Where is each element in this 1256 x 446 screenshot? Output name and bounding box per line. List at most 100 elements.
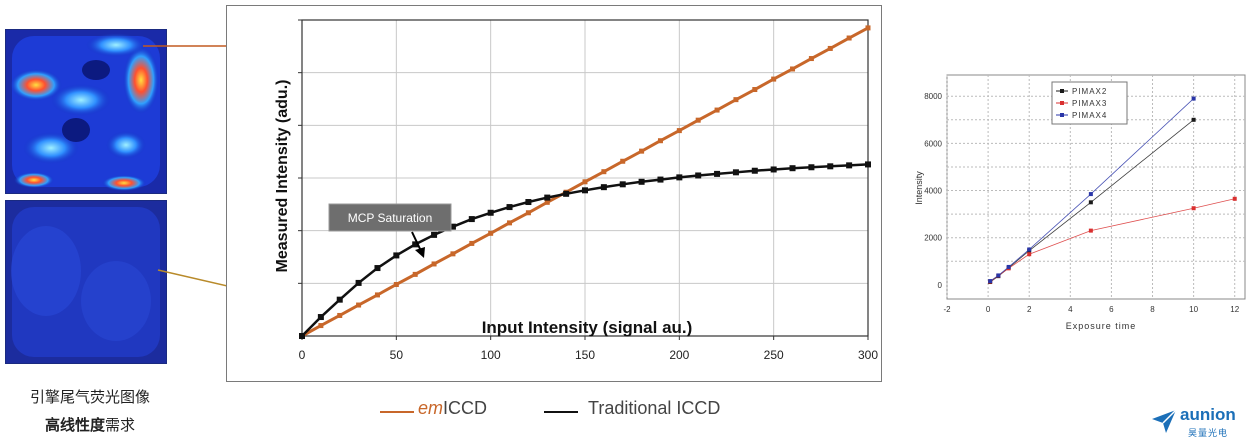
series-point-traditional [732,169,739,176]
legend-line-traditional [544,411,578,413]
logo-mark-icon [1152,409,1177,433]
pimax-legend-marker [1060,113,1064,117]
series-point-traditional [355,279,362,286]
pimax-series-point-1 [1232,196,1237,201]
series-point-traditional [789,165,796,172]
series-point-traditional [600,184,607,191]
x-tick-label: 0 [299,348,306,362]
pimax-x-tick-label: 4 [1068,305,1073,314]
x-tick-label: 150 [575,348,595,362]
legend-line-emiccd [380,411,414,413]
legend-em-prefix: em [418,398,444,418]
series-point-emiccd [374,292,380,298]
pimax-series-point-1 [1191,206,1196,211]
x-tick-label: 300 [858,348,878,362]
series-point-traditional [544,194,551,201]
x-tick-label: 200 [669,348,689,362]
fluorescence-image-high [5,29,167,194]
series-point-emiccd [356,302,362,308]
series-point-emiccd [827,45,833,51]
series-point-emiccd [846,35,852,41]
series-point-emiccd [865,25,871,31]
main-chart-frame: 0 50 100 150 200 250 300 Input Intensity (signa… [226,5,882,382]
pimax-x-tick-label: 10 [1189,305,1198,314]
series-point-emiccd [620,158,626,164]
pimax-series-point-0 [1191,117,1196,122]
pimax-x-axis-label: Exposure time [1066,321,1137,331]
pimax-series-point-2 [988,279,993,284]
logo-wordmark: aunion [1180,405,1236,424]
series-point-traditional [317,314,324,321]
pimax-series-point-2 [1088,192,1093,197]
series-point-emiccd [676,128,682,134]
series-point-emiccd [601,169,607,175]
series-point-traditional [487,209,494,216]
series-point-emiccd [714,107,720,113]
pimax-y-tick-label: 6000 [924,139,942,148]
series-point-traditional [619,181,626,188]
series-point-emiccd [657,138,663,144]
series-point-emiccd [507,220,513,226]
series-point-emiccd [733,97,739,103]
series-point-emiccd [582,179,588,185]
series-point-traditional [431,231,438,238]
pimax-y-tick-label: 2000 [924,234,942,243]
pimax-legend-marker [1060,101,1064,105]
series-point-traditional [525,199,532,206]
linearity-rest: 需求 [105,416,136,434]
x-tick-label: 250 [764,348,784,362]
series-point-traditional [846,162,853,169]
series-point-traditional [676,174,683,181]
aunion-logo: aunion 昊量光电 [1150,405,1250,441]
series-point-traditional [751,167,758,174]
series-point-traditional [336,296,343,303]
series-point-traditional [714,170,721,177]
x-tick-label: 100 [481,348,501,362]
series-point-traditional [638,178,645,185]
series-point-emiccd [771,76,777,82]
pimax-series-point-1 [1088,228,1093,233]
legend-label-emiccd: emICCD [418,398,487,419]
fluorescence-image-high-art [6,30,166,193]
annotation-arrow-shaft [411,231,422,252]
logo-subtitle: 昊量光电 [1188,429,1229,439]
pimax-legend-marker [1060,89,1064,93]
pimax-series-point-2 [1006,264,1011,269]
pimax-x-tick-label: 6 [1109,305,1114,314]
pimax-y-tick-label: 4000 [924,187,942,196]
linearity-chart: 0 50 100 150 200 250 300 Input Intensity (signa… [274,19,878,362]
pimax-y-axis-label: Intensity [914,171,924,205]
pimax-legend-label: PIMAX3 [1072,99,1107,108]
series-point-emiccd [469,240,475,246]
pimax-legend-label: PIMAX4 [1072,111,1107,120]
series-point-traditional [506,204,513,211]
series-point-emiccd [431,261,437,267]
series-point-emiccd [695,117,701,123]
series-point-traditional [468,216,475,223]
series-point-emiccd [337,312,343,318]
pimax-series-point-2 [1191,96,1196,101]
series-point-emiccd [318,323,324,329]
annotation-arrow-head [415,247,425,258]
series-point-traditional [808,164,815,171]
pimax-x-tick-label: 12 [1230,305,1239,314]
pimax-legend-label: PIMAX2 [1072,87,1107,96]
series-point-emiccd [544,199,550,205]
series-point-traditional [299,333,305,339]
linearity-requirement: 高线性度需求 [0,414,180,435]
fluorescence-image-low-art [6,201,166,363]
pimax-x-tick-label: 0 [986,305,991,314]
series-point-traditional [393,252,400,259]
series-point-emiccd [639,148,645,154]
linearity-bold: 高线性度 [44,416,105,434]
y-axis-label: Measured Intensity (adu.) [274,80,291,273]
series-point-traditional [449,223,456,230]
series-point-traditional [374,265,381,272]
fluorescence-image-low [5,200,167,364]
series-point-emiccd [525,210,531,216]
pimax-series-point-2 [996,273,1001,278]
series-point-traditional [412,241,419,248]
pimax-series-point-2 [1027,247,1032,252]
x-tick-label: 50 [390,348,404,362]
series-point-traditional [827,163,834,170]
